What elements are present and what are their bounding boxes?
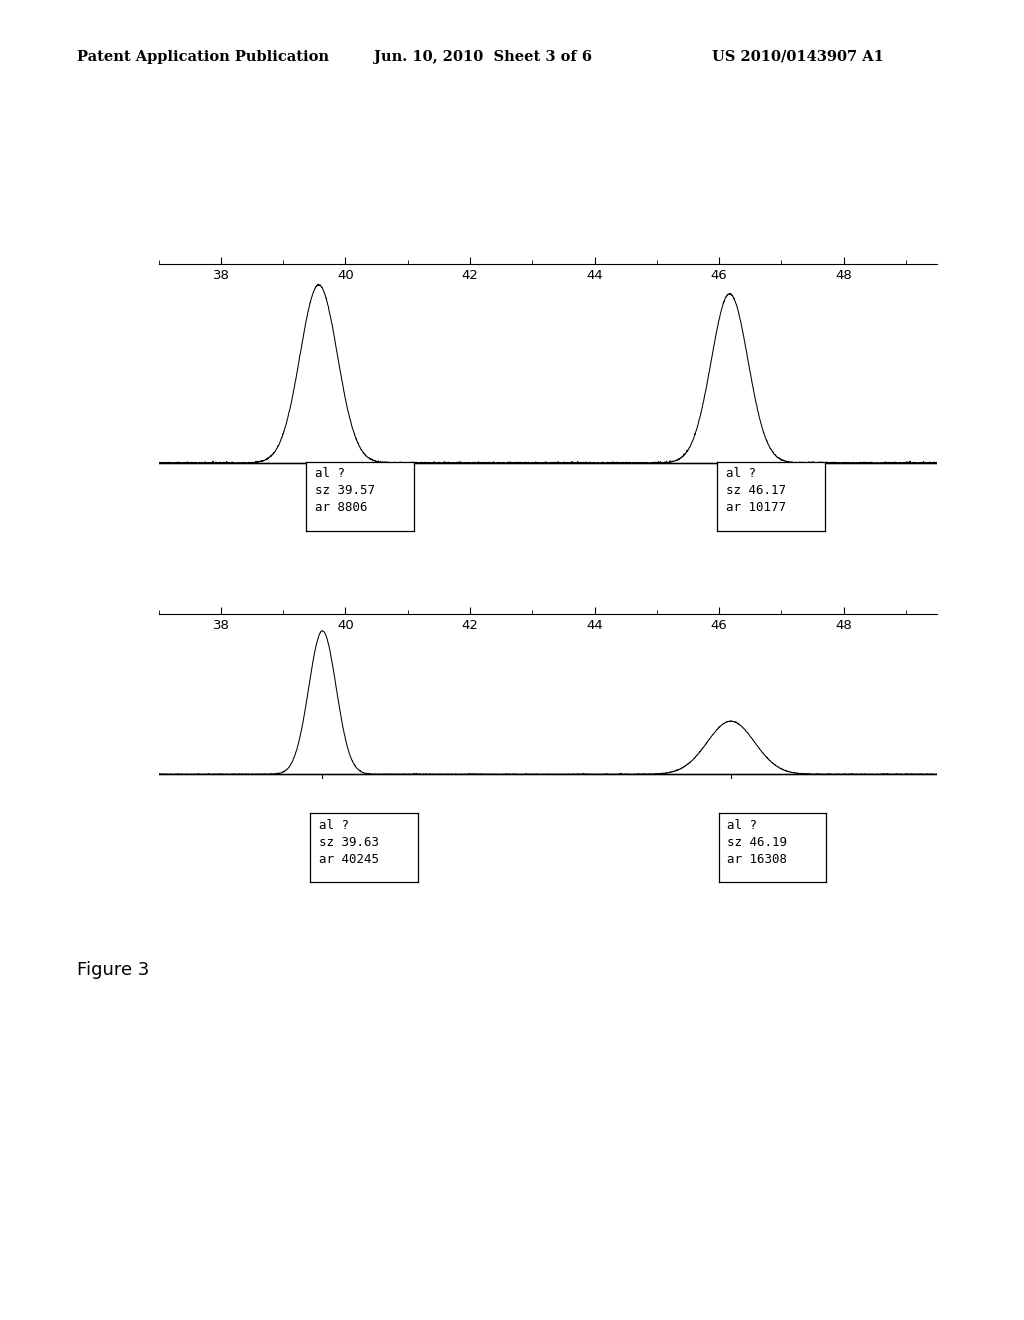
Text: al ?
sz 39.63
ar 40245: al ? sz 39.63 ar 40245 [318, 818, 379, 866]
Text: al ?
sz 39.57
ar 8806: al ? sz 39.57 ar 8806 [315, 467, 375, 515]
Text: US 2010/0143907 A1: US 2010/0143907 A1 [712, 50, 884, 63]
Text: Patent Application Publication: Patent Application Publication [77, 50, 329, 63]
Text: al ?
sz 46.19
ar 16308: al ? sz 46.19 ar 16308 [727, 818, 787, 866]
Text: Figure 3: Figure 3 [77, 961, 150, 979]
Text: al ?
sz 46.17
ar 10177: al ? sz 46.17 ar 10177 [726, 467, 786, 515]
Text: Jun. 10, 2010  Sheet 3 of 6: Jun. 10, 2010 Sheet 3 of 6 [374, 50, 592, 63]
